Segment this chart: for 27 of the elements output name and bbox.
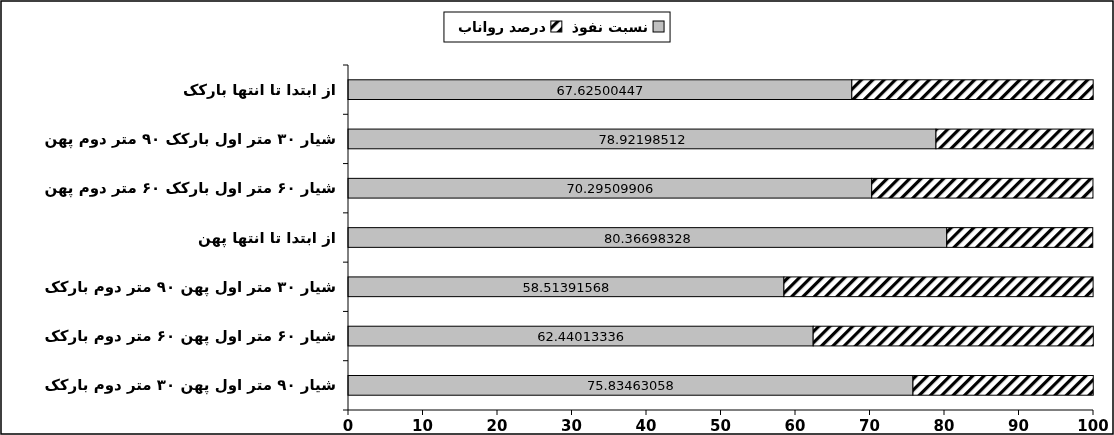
- data-label: 58.51391568: [522, 279, 610, 295]
- data-label: 67.62500447: [556, 82, 644, 98]
- y-tick-label: شیار ۶۰ متر اول بارکک ۶۰ متر دوم پهن: [44, 179, 336, 199]
- data-label: 80.36698328: [603, 230, 691, 246]
- y-tick-label: از ابتدا تا انتها پهن: [197, 228, 336, 248]
- x-tick-label: 100: [1077, 417, 1109, 435]
- x-tick-label: 60: [784, 417, 806, 435]
- data-label: 70.29509906: [566, 181, 654, 197]
- y-tick-label: از ابتدا تا انتها بارکک: [182, 80, 336, 99]
- legend-label: نسبت نفوذ: [571, 19, 649, 36]
- x-tick-label: 0: [342, 417, 354, 435]
- data-label: 62.44013336: [537, 329, 625, 345]
- x-tick-label: 20: [486, 417, 508, 435]
- x-tick-label: 40: [635, 417, 657, 435]
- legend-label: درصد رواناب: [457, 19, 546, 36]
- x-tick-label: 10: [412, 417, 433, 435]
- data-label: 75.83463058: [587, 378, 674, 394]
- y-tick-label: شیار ۳۰ متر اول بارکک ۹۰ متر دوم پهن: [44, 129, 336, 149]
- y-tick-label: شیار ۹۰ متر اول پهن ۳۰ متر دوم بارکک: [44, 376, 336, 396]
- x-tick-label: 50: [710, 417, 731, 435]
- y-tick-label: شیار ۳۰ متر اول پهن ۹۰ متر دوم بارکک: [44, 277, 336, 297]
- y-tick-label: شیار ۶۰ متر اول پهن ۶۰ متر دوم بارکک: [44, 327, 336, 347]
- x-tick-label: 90: [1008, 417, 1029, 435]
- x-tick-label: 70: [859, 417, 880, 435]
- x-tick-label: 30: [561, 417, 582, 435]
- x-tick-label: 80: [933, 417, 955, 435]
- data-label: 78.92198512: [598, 131, 686, 147]
